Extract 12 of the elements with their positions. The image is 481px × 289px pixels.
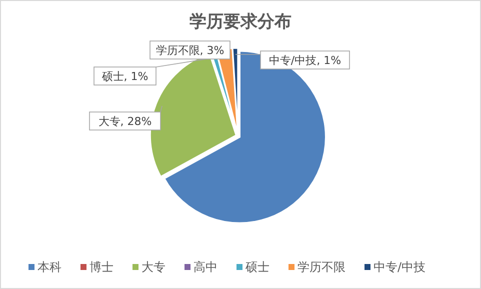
legend-label: 学历不限 [298, 260, 346, 274]
data-label: 学历不限, 3% [156, 44, 224, 57]
legend-label: 中专/中技 [374, 260, 426, 274]
legend-label: 本科 [38, 260, 62, 274]
legend-label: 大专 [142, 260, 166, 274]
data-label: 硕士, 1% [100, 70, 148, 83]
legend-label: 硕士 [244, 260, 270, 274]
data-label: 大专, 28% [98, 115, 152, 128]
legend-label: 博士 [90, 260, 114, 274]
legend-label: 高中 [194, 260, 218, 274]
data-label: 中专/中技, 1% [268, 54, 342, 67]
chart-title: 学历要求分布 [190, 12, 292, 32]
